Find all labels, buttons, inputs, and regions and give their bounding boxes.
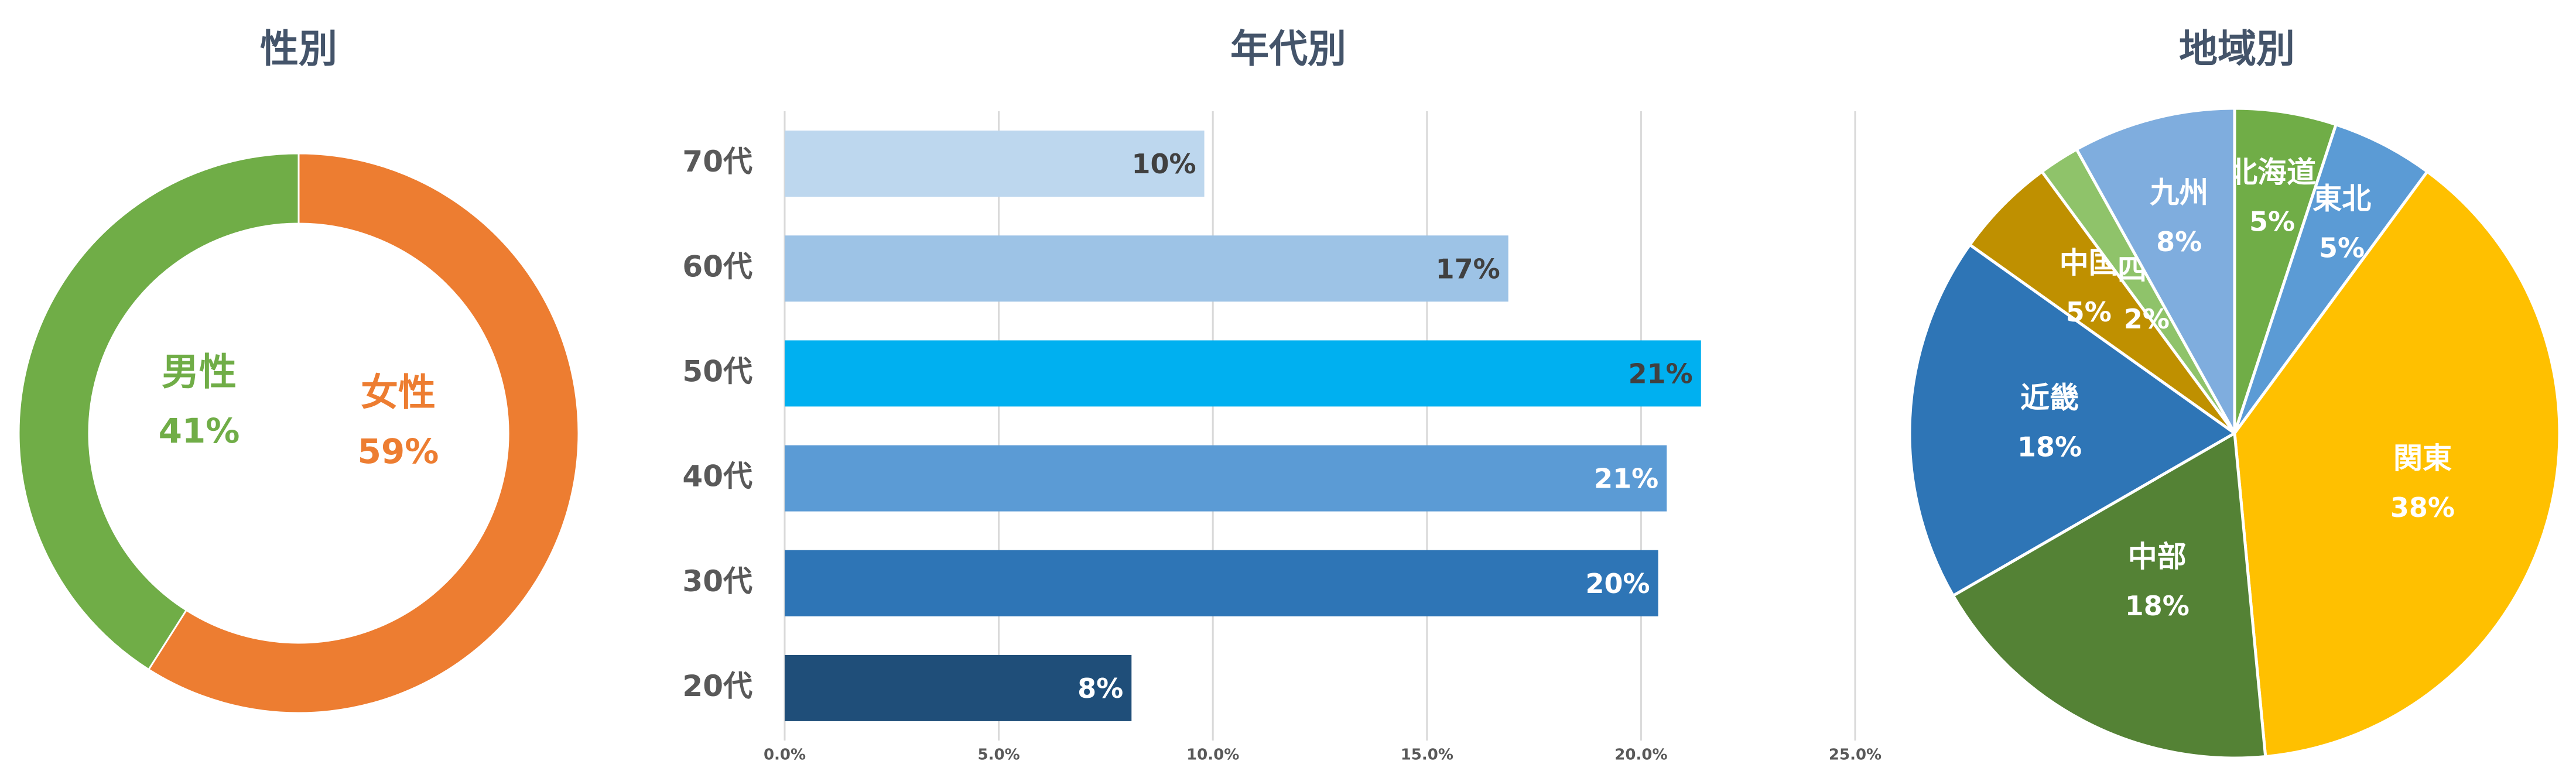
bar-value-label-item-2: 21% (1629, 358, 1693, 389)
bar-item-0 (785, 131, 1205, 197)
pie-slice-item-4 (1908, 243, 2236, 597)
bar-item-1 (785, 235, 1508, 302)
donut-slice-label-item-0: 女性 (361, 372, 436, 415)
age-chart-panel: 年代別 0.0% 5.0% 10.0% 15.0% 20.0% 25.0% 70代 10% 60… (644, 0, 1886, 778)
donut-slice-item-1 (18, 152, 300, 671)
pie-slice-item-7 (2075, 107, 2236, 435)
bar-item-5 (785, 654, 1132, 721)
donut-slice-value-item-0: 59% (358, 431, 439, 471)
age-bar-chart: 0.0% 5.0% 10.0% 15.0% 20.0% 25.0% 70代 10% 60代 17%… (682, 111, 1881, 764)
pie-slice-value-item-6: 2% (2124, 303, 2170, 335)
pie-slice-label-item-4: 近畿 (2020, 381, 2079, 414)
bar-item-3 (785, 445, 1667, 512)
donut-slice-label-item-1: 男性 (162, 351, 237, 395)
bar-value-label-item-3: 21% (1594, 463, 1658, 495)
pie-slice-item-2 (2233, 170, 2561, 758)
category-label-item-2: 50代 (682, 354, 752, 388)
bar-value-label-item-0: 10% (1131, 148, 1196, 180)
bar-value-label-item-4: 20% (1586, 568, 1650, 599)
category-label-item-4: 30代 (682, 564, 752, 598)
gender-chart-panel: 性別 女性 59% 男性 41% (0, 0, 615, 778)
age-chart-title: 年代別 (1230, 26, 1346, 71)
donut-slice-item-0 (147, 152, 580, 714)
pie-slice-value-item-1: 5% (2319, 232, 2365, 263)
category-label-item-5: 20代 (682, 669, 752, 703)
pie-slice-value-item-3: 18% (2125, 590, 2190, 622)
category-label-item-3: 40代 (682, 460, 752, 493)
pie-slice-label-item-2: 関東 (2393, 441, 2452, 475)
x-tick-label: 25.0% (1829, 746, 1881, 764)
x-tick-label: 10.0% (1186, 746, 1239, 764)
pie-slice-item-3 (1951, 431, 2267, 760)
pie-slice-label-item-1: 東北 (2312, 181, 2371, 215)
bar-item-2 (785, 340, 1701, 407)
bar-value-label-item-5: 8% (1077, 673, 1123, 704)
pie-slice-value-item-2: 38% (2390, 492, 2455, 523)
pie-slice-item-1 (2233, 123, 2429, 435)
pie-slice-label-item-0: 北海道 (2228, 155, 2316, 189)
gender-chart-title: 性別 (260, 26, 337, 71)
x-tick-label: 5.0% (978, 746, 1020, 764)
pie-slice-value-item-5: 5% (2066, 296, 2112, 328)
x-tick-label: 15.0% (1401, 746, 1453, 764)
pie-slice-value-item-4: 18% (2017, 431, 2082, 462)
pie-slice-label-item-7: 九州 (2150, 176, 2208, 210)
pie-slice-value-item-0: 5% (2249, 205, 2295, 237)
region-chart-title: 地域別 (2179, 26, 2295, 71)
pie-slice-label-item-3: 中部 (2128, 540, 2187, 574)
category-label-item-0: 70代 (682, 145, 752, 179)
x-tick-label: 20.0% (1614, 746, 1667, 764)
pie-slice-value-item-7: 8% (2156, 226, 2202, 258)
pie-slice-item-5 (1968, 170, 2236, 435)
x-tick-label: 0.0% (764, 746, 806, 764)
donut-slice-value-item-1: 41% (159, 411, 240, 451)
bar-item-4 (785, 550, 1658, 616)
bar-value-label-item-1: 17% (1436, 253, 1500, 285)
gender-donut-chart: 女性 59% 男性 41% (18, 152, 580, 714)
category-label-item-1: 60代 (682, 249, 752, 283)
